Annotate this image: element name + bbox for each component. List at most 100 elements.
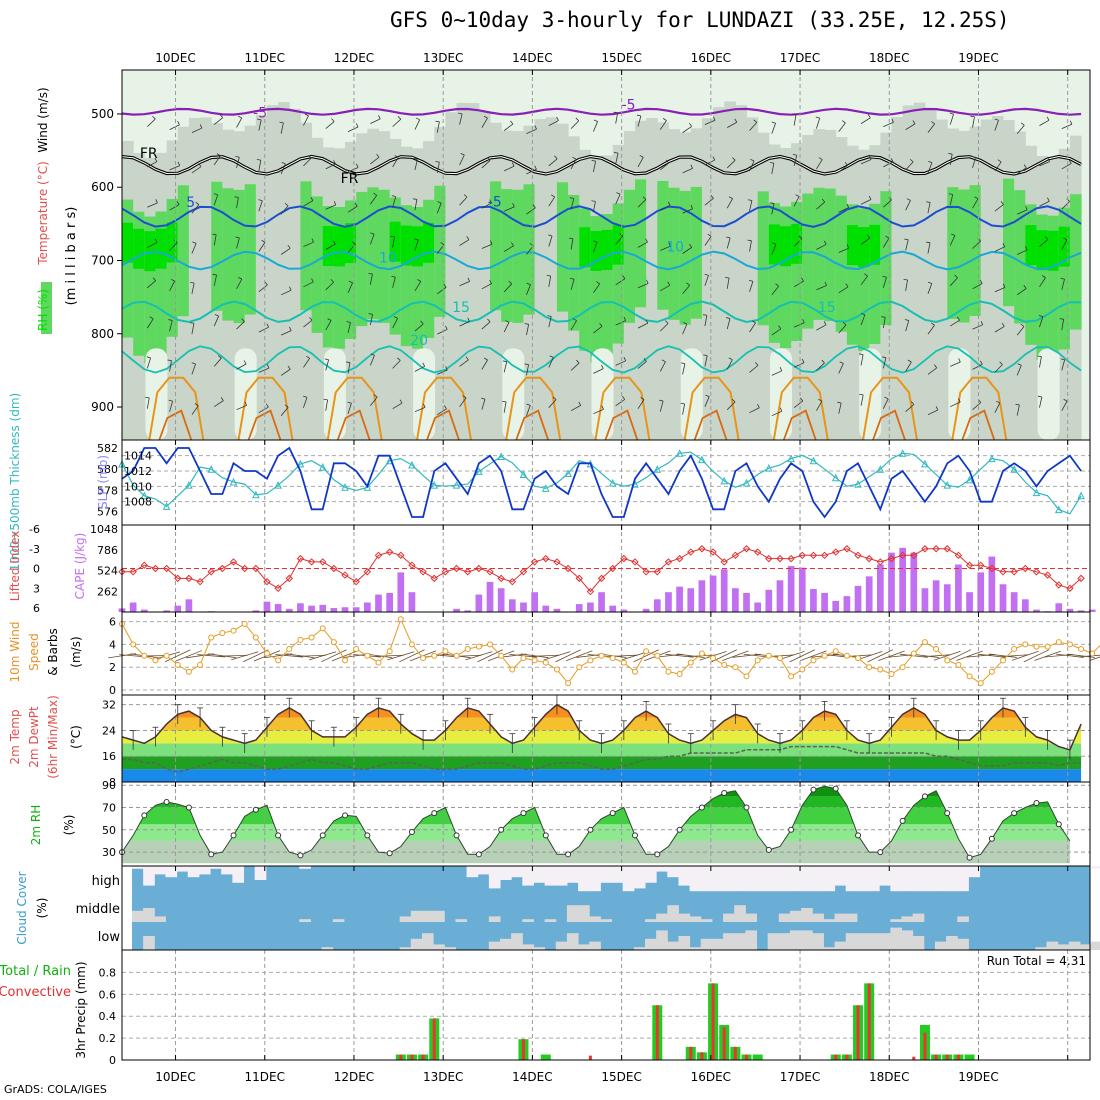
cloud-cell-high <box>232 866 245 883</box>
cloud-cell-high <box>734 866 746 892</box>
cloud-cell-middle <box>299 919 311 922</box>
isotherm-20 <box>121 345 1082 374</box>
upper-wind-barb-feather <box>378 115 381 120</box>
lifted-index-marker <box>1066 584 1074 592</box>
upper-wind-barb-feather <box>534 125 537 130</box>
upper-wind-barb-feather <box>213 193 218 196</box>
cape-bar <box>776 580 784 612</box>
upper-wind-barb-feather <box>935 406 939 411</box>
upper-wind-barb-feather <box>556 116 559 121</box>
thickness-tick-label: 578 <box>97 484 118 497</box>
upper-wind-barb-feather <box>909 158 914 163</box>
upper-wind-barb <box>414 239 419 251</box>
upper-wind-barb <box>213 357 222 367</box>
lifted-index-marker <box>341 571 349 579</box>
upper-wind-barb-feather <box>613 111 618 114</box>
lifted-index-marker <box>530 558 539 566</box>
thickness-marker <box>921 459 929 468</box>
thickness-marker <box>341 483 349 491</box>
upper-wind-barb <box>258 367 270 373</box>
surface-wind-barb <box>275 654 304 658</box>
cape-bar <box>531 592 538 612</box>
upper-wind-barb <box>570 158 577 170</box>
pressure-tick-label: 500 <box>91 107 114 121</box>
rh-cell <box>523 184 536 315</box>
upper-wind-barb-feather <box>837 401 842 404</box>
upper-wind-barb <box>704 355 708 367</box>
cape-bar <box>676 586 683 612</box>
upper-wind-barb <box>972 402 982 410</box>
upper-wind-barb <box>615 193 621 205</box>
upper-wind-barb <box>370 156 380 165</box>
isotherm-30 <box>604 409 639 441</box>
upper-wind-barb <box>1016 404 1020 416</box>
thickness-marker <box>675 449 684 457</box>
surface-wind-barb <box>531 654 560 657</box>
upper-wind-barb-feather <box>1025 246 1028 251</box>
upper-wind-barb <box>727 121 738 128</box>
upper-wind-barb-feather <box>569 197 574 199</box>
upper-wind-barb-feather <box>332 240 336 245</box>
upper-wind-barb-feather <box>933 364 938 369</box>
date-label-top: 17DEC <box>780 51 820 65</box>
thickness-marker <box>140 491 149 500</box>
lifted-index-marker <box>508 577 517 586</box>
precip-convective-bar <box>845 1054 849 1060</box>
cloud-cell-high <box>578 866 590 892</box>
rh-marker <box>631 832 638 839</box>
surface-wind-barb <box>1011 650 1039 661</box>
upper-wind-barb <box>1061 163 1072 170</box>
precip-convective-bar <box>521 1039 525 1060</box>
rh-cell <box>1047 230 1060 271</box>
cloud-cell-middle <box>678 913 691 922</box>
upper-wind-barb <box>481 160 491 169</box>
upper-wind-barb-feather <box>266 364 270 369</box>
rh-cell <box>244 184 257 315</box>
cloud-cell-high <box>187 866 200 878</box>
upper-wind-barb-feather <box>265 403 269 408</box>
rh-cell <box>869 203 881 344</box>
upper-wind-barb-feather <box>823 321 827 326</box>
cloud-cell-high <box>801 866 813 892</box>
surface-wind-barb <box>956 650 983 661</box>
upper-wind-barb <box>860 394 864 406</box>
upper-wind-barb <box>793 155 798 167</box>
cloud-cell-middle <box>332 919 345 922</box>
lifted-index-marker <box>385 548 394 556</box>
upper-wind-barb-feather <box>257 118 262 121</box>
rh-cell <box>423 222 435 263</box>
upper-wind-barb-feather <box>420 320 424 325</box>
upper-wind-barb <box>793 196 800 207</box>
rh-tick-label: 90 <box>102 779 116 792</box>
precip-convective-bar <box>421 1054 425 1060</box>
rh-cell <box>590 230 603 271</box>
cape-bar <box>988 556 996 612</box>
upper-wind-barb <box>816 117 821 129</box>
cape-bar <box>1088 609 1096 612</box>
upper-wind-barb <box>1039 119 1050 126</box>
upper-wind-barb-feather <box>170 278 175 282</box>
upper-wind-barb <box>950 361 961 367</box>
upper-wind-barb <box>816 400 823 411</box>
upper-wind-barb-feather <box>994 118 999 121</box>
rh-marker <box>297 852 304 859</box>
upper-wind-barb <box>637 241 648 248</box>
upper-wind-barb-feather <box>1001 322 1005 327</box>
isotherm-25 <box>683 376 740 441</box>
precip-total-bar <box>752 1054 763 1060</box>
date-label-top: 16DEC <box>691 51 731 65</box>
cloud-cell-middle <box>399 916 412 922</box>
cloud-cell-middle <box>812 913 824 922</box>
surface-wind-barb <box>219 655 248 657</box>
upper-wind-barb-feather <box>311 238 314 243</box>
cloud-cell-high <box>946 866 958 892</box>
upper-wind-barb <box>593 283 601 294</box>
rh-cell <box>936 119 948 441</box>
upper-wind-barb-feather <box>845 283 849 288</box>
date-label-bottom: 19DEC <box>958 1070 998 1084</box>
thickness-marker <box>720 476 729 485</box>
upper-wind-barb-feather <box>190 281 195 284</box>
wind-speed-marker <box>520 655 527 662</box>
rh-cell <box>724 101 736 441</box>
precip-convective-bar <box>700 1052 704 1060</box>
